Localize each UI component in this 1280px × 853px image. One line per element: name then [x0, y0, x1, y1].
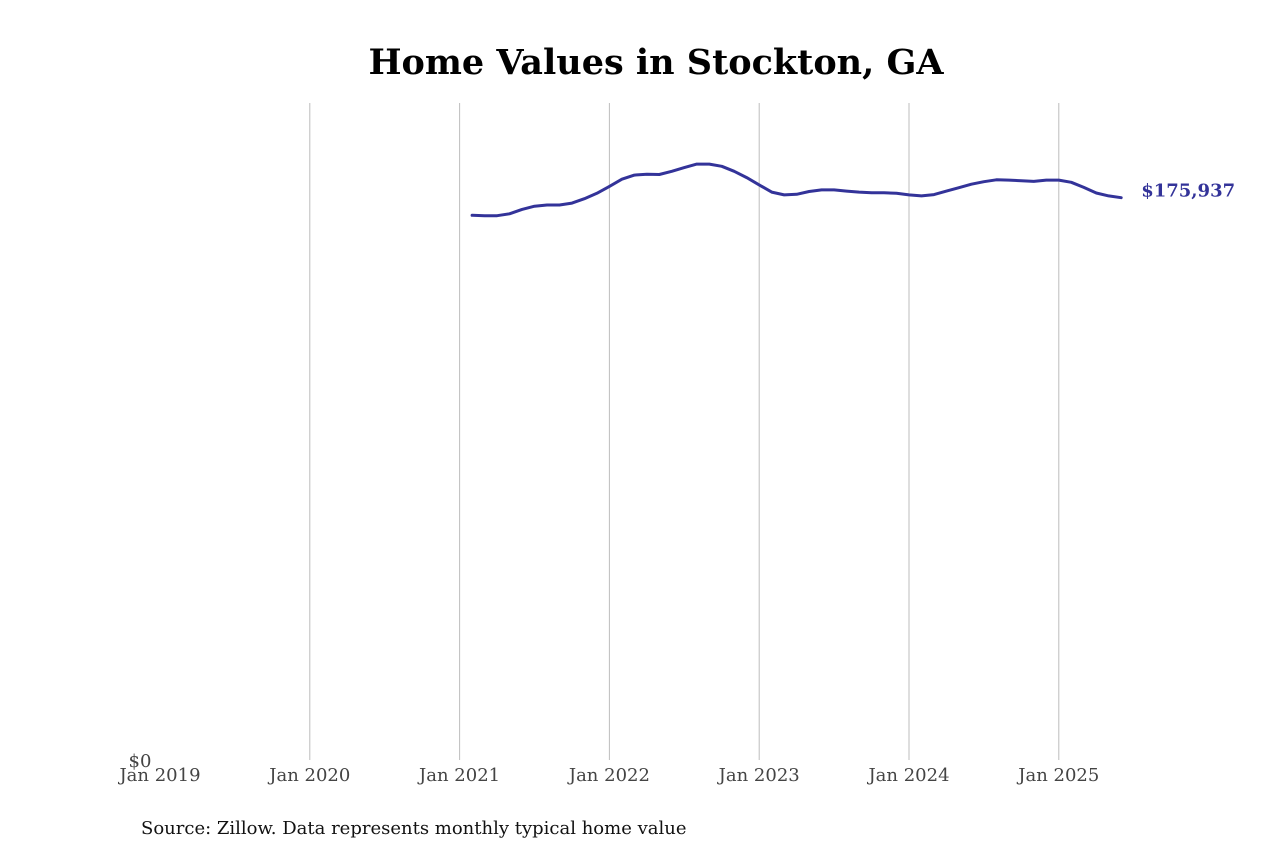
gridlines: [309, 103, 1060, 760]
x-tick-label-jan-2019: Jan 2019: [117, 765, 200, 786]
x-tick-label-jan-2024: Jan 2024: [866, 765, 949, 786]
latest-value-label: $175,937: [1141, 181, 1235, 202]
x-tick-label-jan-2021: Jan 2021: [417, 765, 500, 786]
x-tick-label-jan-2020: Jan 2020: [267, 765, 350, 786]
source-note: Source: Zillow. Data represents monthly …: [141, 818, 687, 839]
x-axis-ticks: Jan 2019 Jan 2020 Jan 2021 Jan 2022 Jan 2023…: [117, 765, 1099, 786]
y-axis-tick-label: $0: [129, 751, 152, 772]
x-tick-label-jan-2025: Jan 2025: [1016, 765, 1099, 786]
x-tick-label-jan-2023: Jan 2023: [717, 765, 800, 786]
series-line-home-value: [470, 162, 1123, 218]
x-tick-label-jan-2022: Jan 2022: [567, 765, 650, 786]
chart-title: Home Values in Stockton, GA: [368, 42, 944, 83]
